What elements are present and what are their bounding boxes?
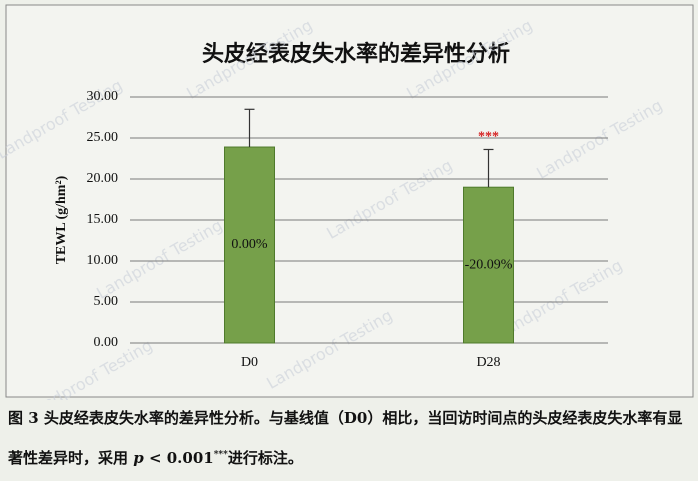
caption-text: < 0.001	[143, 449, 214, 467]
caption-text: 进行标注。	[227, 449, 303, 467]
y-tick-label: 0.00	[94, 335, 119, 350]
change-label: -20.09%	[465, 257, 513, 272]
chart-frame	[5, 4, 694, 398]
x-tick-label: D0	[241, 355, 258, 370]
y-tick-label: 15.00	[87, 212, 119, 227]
y-axis-label: TEWL (g/hm²)	[54, 175, 69, 264]
chart: 头皮经表皮失水率的差异性分析 TEWL (g/hm²) Landproof Te…	[0, 4, 694, 400]
significance-label: ***	[478, 130, 499, 145]
bar	[463, 186, 514, 344]
y-tick-label: 20.00	[87, 171, 119, 186]
y-tick-label: 5.00	[94, 294, 119, 309]
change-label: 0.00%	[231, 237, 268, 252]
y-tick-label: 10.00	[87, 253, 119, 268]
bar	[224, 146, 275, 344]
caption-text: 图 3 头皮经表皮失水率的差异性分析。与基线值（D0）相比，当回访时间点的头皮经…	[8, 409, 683, 467]
chart-title: 头皮经表皮失水率的差异性分析	[202, 41, 510, 67]
caption: 图 3 头皮经表皮失水率的差异性分析。与基线值（D0）相比，当回访时间点的头皮经…	[8, 398, 692, 478]
y-tick-label: 25.00	[87, 130, 119, 145]
x-tick-label: D28	[476, 355, 500, 370]
caption-superscript: ***	[213, 450, 228, 460]
caption-italic: p	[133, 449, 144, 467]
y-tick-label: 30.00	[87, 89, 119, 104]
